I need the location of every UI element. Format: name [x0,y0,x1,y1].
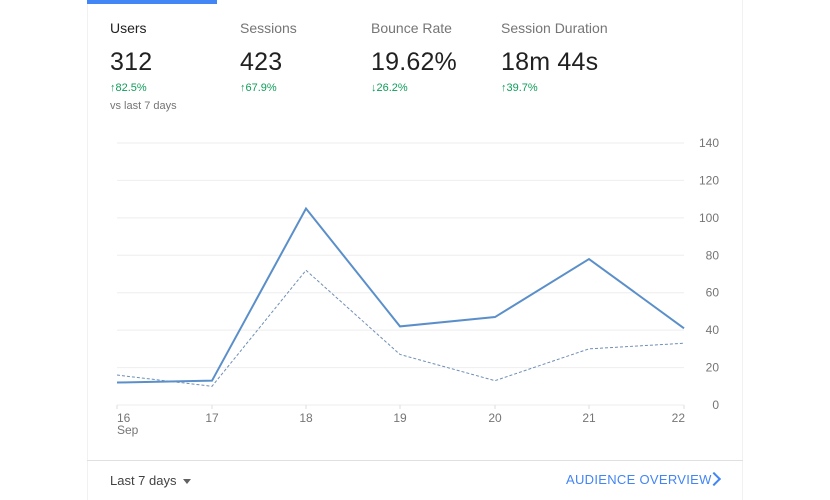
data-point-users[interactable] [681,325,687,331]
data-point-previous[interactable] [492,378,498,384]
data-point-previous[interactable] [397,351,403,357]
metric-tab-bounce-rate[interactable]: Bounce Rate 19.62% ↓26.2% [371,20,499,95]
data-point-users[interactable] [492,314,498,320]
y-tick-label: 40 [706,323,720,337]
y-tick-label: 0 [712,398,719,412]
caret-down-icon [182,479,191,485]
x-tick-label: 22 [672,411,686,425]
x-tick-label: 21 [582,411,596,425]
metric-label: Session Duration [501,20,608,36]
y-tick-label: 100 [699,211,719,225]
card-left-edge [87,0,88,500]
data-point-previous[interactable] [209,383,215,389]
chart-series [114,206,687,389]
x-tick-label: 17 [205,411,219,425]
metric-change-value: 82.5% [115,82,147,94]
data-point-users[interactable] [209,378,215,384]
metric-tab-sessions[interactable]: Sessions 423 ↑67.9% [240,20,368,95]
data-point-previous[interactable] [303,267,309,273]
date-range-dropdown[interactable]: Last 7 days [110,473,191,488]
y-tick-label: 120 [699,173,719,187]
audience-overview-link[interactable]: AUDIENCE OVERVIEW [566,472,712,487]
footer-divider [87,460,743,461]
metric-value: 423 [240,48,283,76]
y-tick-label: 60 [706,286,720,300]
arrow-down-icon: ↓ [371,82,377,94]
metric-change-value: 67.9% [245,82,277,94]
metric-change: ↑67.9% [240,81,368,95]
data-point-previous[interactable] [586,346,592,352]
metric-value: 19.62% [371,48,457,76]
data-point-previous[interactable] [114,372,120,378]
x-tick-label: 20 [488,411,502,425]
metric-change-value: 26.2% [376,82,408,94]
users-line-chart: 0 20 40 60 80 100 120 140 16 17 18 19 20 21 22 Sep [114,136,719,437]
chart-grid [117,142,684,406]
arrow-up-icon: ↑ [110,82,116,94]
x-tick-sublabel: Sep [117,423,139,437]
y-tick-label: 80 [706,248,720,262]
metric-label: Sessions [240,20,297,36]
x-tick-label: 18 [299,411,313,425]
data-point-previous[interactable] [681,340,687,346]
data-point-users[interactable] [397,323,403,329]
series-line-previous-period [116,269,685,387]
x-tick-label: 19 [393,411,407,425]
date-range-label: Last 7 days [110,473,177,488]
metric-value: 18m 44s [501,48,599,76]
metric-change-value: 39.7% [506,82,538,94]
metric-tab-session-duration[interactable]: Session Duration 18m 44s ↑39.7% [501,20,641,95]
data-point-users[interactable] [114,380,120,386]
metric-tab-users[interactable]: Users 312 ↑82.5% vs last 7 days [110,20,238,113]
data-point-users[interactable] [586,256,592,262]
metric-change: ↓26.2% [371,81,499,95]
arrow-up-icon: ↑ [501,82,507,94]
active-metric-indicator [87,0,217,4]
comparison-note: vs last 7 days [110,100,177,112]
metric-change: ↑39.7% [501,81,641,95]
metric-change: ↑82.5% [110,81,238,95]
data-point-users[interactable] [303,206,309,212]
metric-label: Users [110,20,147,36]
x-axis: 16 17 18 19 20 21 22 Sep [116,405,686,437]
series-line-users [116,206,685,384]
card-right-edge [742,0,743,500]
metric-label: Bounce Rate [371,20,452,36]
y-tick-label: 140 [699,136,719,150]
metric-value: 312 [110,48,153,76]
y-axis: 0 20 40 60 80 100 120 140 [699,136,719,412]
x-tick-label: 16 [117,411,131,425]
y-tick-label: 20 [706,361,720,375]
arrow-up-icon: ↑ [240,82,246,94]
